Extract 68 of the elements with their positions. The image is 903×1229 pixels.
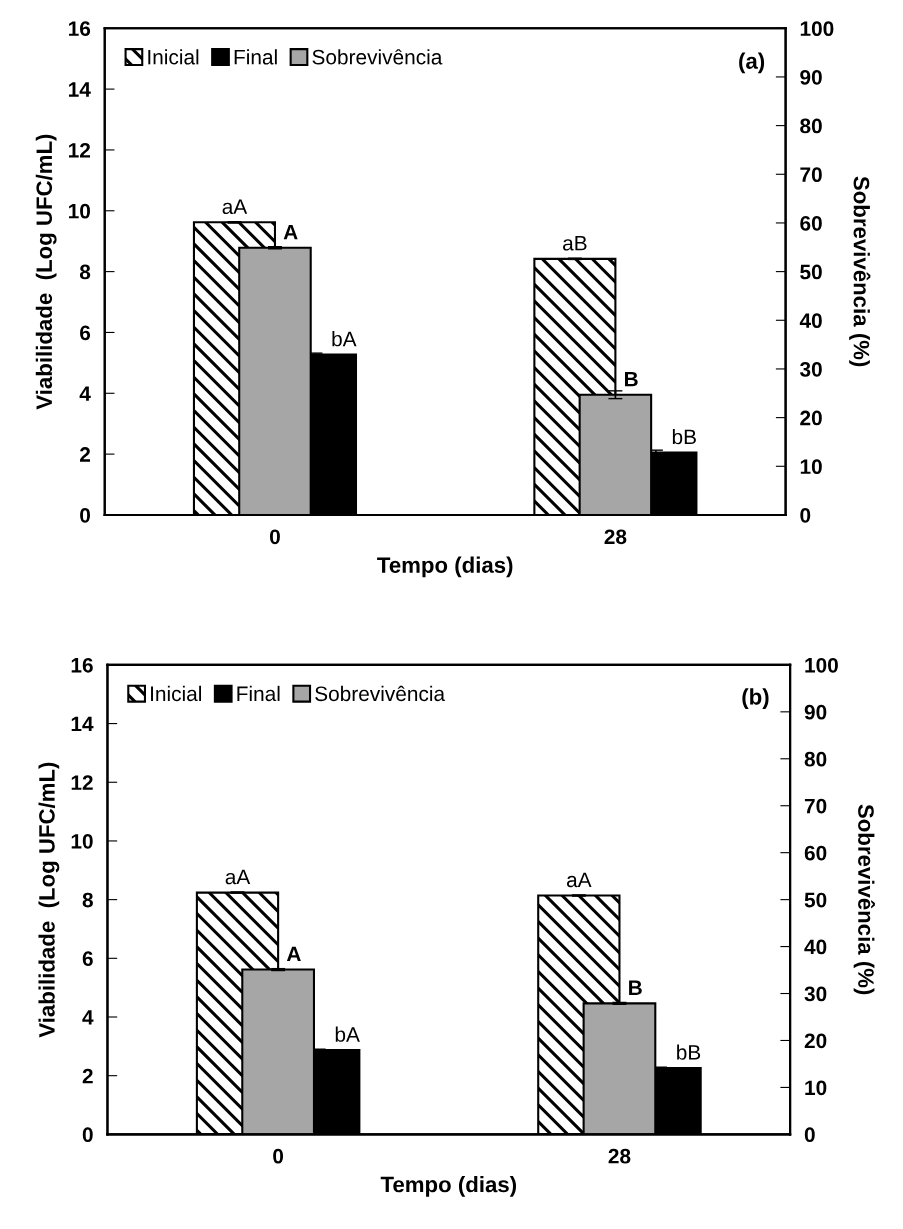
y-tick-label: 2 [82,1068,93,1084]
legend-label: Final [237,685,280,702]
y-tick-label: 12 [71,775,93,790]
y2-tick-label: 40 [799,313,822,329]
x-axis-title: Tempo (dias) [380,1176,517,1197]
data-label: bB [677,1044,701,1060]
y2-tick-label: 70 [800,167,822,183]
y2-tick-label: 100 [800,21,834,37]
y2-tick-label: 50 [800,264,822,280]
data-label: bB [672,429,696,445]
x-tick-label: 28 [604,529,627,545]
y-tick-label: 14 [69,82,91,97]
y2-tick-label: 40 [804,939,827,955]
y2-tick-label: 50 [804,892,827,908]
legend-label: Inicial [151,685,201,702]
data-label: aA [566,872,592,888]
y2-tick-label: 0 [800,507,811,523]
data-label: A [283,224,298,240]
y-tick-label: 10 [71,833,93,849]
y-axis-title: Viabilidade (Log UFC/mL) [35,134,57,410]
y-tick-label: 2 [80,447,91,462]
y2-tick-label: 70 [804,798,827,814]
y2-tick-label: 0 [804,1127,815,1143]
y-tick-label: 0 [82,1127,93,1143]
x-axis-title: Tempo (dias) [377,556,513,578]
y2-tick-label: 10 [805,1080,827,1096]
data-label: bA [335,1026,360,1042]
y-axis-title: Viabilidade (Log UFC/mL) [38,762,60,1038]
annotation: (b) [742,688,769,710]
data-label: aA [222,199,248,215]
y2-tick-label: 90 [800,69,822,85]
data-label: B [629,980,642,995]
y-tick-label: 6 [82,951,93,967]
y2-tick-label: 100 [805,657,838,673]
y2-tick-label: 20 [804,1033,827,1049]
legend-label: Inicial [148,49,199,65]
y-tick-label: 8 [79,264,91,280]
data-label: A [286,946,301,962]
y2-axis-title: Sobrevivência (%) [853,804,875,995]
y-tick-label: 12 [69,142,91,158]
data-label: aB [563,236,587,251]
y2-tick-label: 10 [800,459,822,475]
y2-tick-label: 20 [800,410,822,426]
data-label: B [624,371,638,387]
y2-tick-label: 80 [800,118,822,134]
y2-tick-label: 30 [799,361,822,377]
y-tick-label: 14 [71,716,94,732]
y-tick-label: 6 [80,325,91,341]
y2-axis-title: Sobrevivência (%) [849,176,871,367]
data-label: aA [225,869,251,885]
y2-tick-label: 60 [800,215,822,231]
y-tick-label: 0 [80,507,91,523]
legend-label: Sobrevivência [312,49,443,65]
y2-tick-label: 80 [804,751,827,767]
y-tick-label: 8 [82,892,93,908]
y-tick-label: 4 [82,1010,94,1025]
y-tick-label: 4 [79,386,91,401]
y2-tick-label: 60 [804,845,827,861]
y2-tick-label: 30 [804,986,827,1002]
x-tick-label: 28 [608,1148,631,1164]
legend-label: Final [234,49,277,65]
data-label: bA [332,331,357,347]
y-tick-label: 16 [69,21,91,37]
legend-label: Sobrevivência [315,685,446,702]
y2-tick-label: 90 [804,704,827,720]
y-tick-label: 16 [71,657,93,673]
annotation: (a) [739,52,765,74]
y-tick-label: 10 [69,203,91,219]
